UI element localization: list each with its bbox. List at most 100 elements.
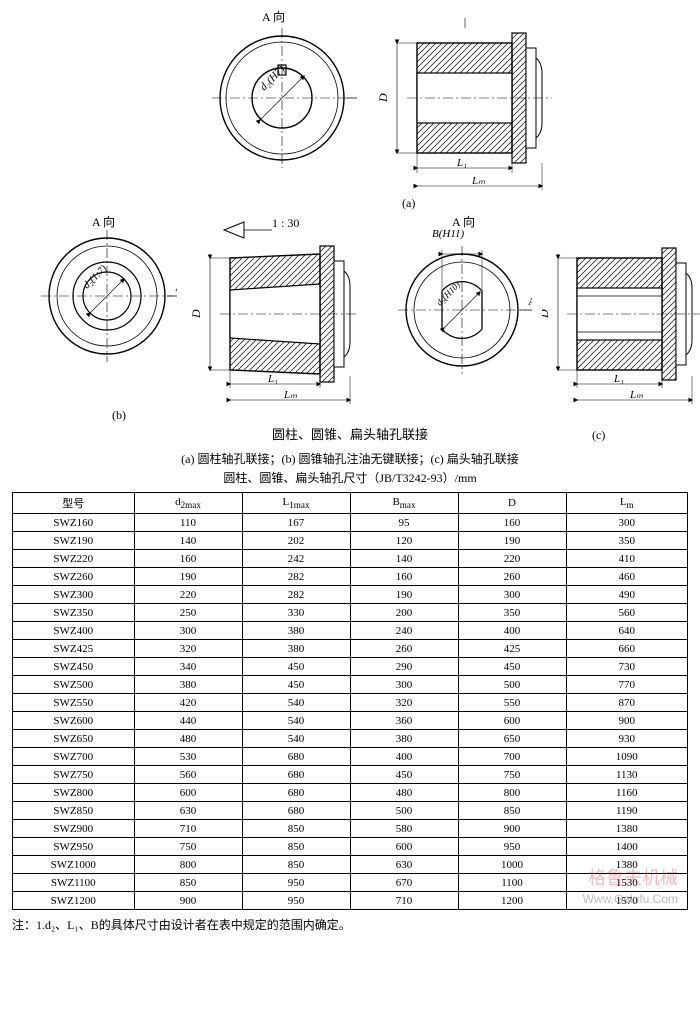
table-cell: 260 <box>458 568 566 586</box>
table-cell: 410 <box>566 550 688 568</box>
dimension-table: 型号d2maxL1maxBmaxDLm SWZ16011016795160300… <box>12 492 688 910</box>
table-cell: SWZ190 <box>13 532 135 550</box>
table-cell: SWZ1200 <box>13 892 135 910</box>
table-row: SWZ220160242140220410 <box>13 550 688 568</box>
table-cell: 190 <box>458 532 566 550</box>
front-view-a: d₂(H7) A <box>207 23 357 173</box>
col-header: Bmax <box>350 493 458 514</box>
table-cell: 770 <box>566 676 688 694</box>
table-row: SWZ9007108505809001380 <box>13 820 688 838</box>
table-row: SWZ650480540380650930 <box>13 730 688 748</box>
table-cell: 330 <box>242 604 350 622</box>
col-header: d2max <box>134 493 242 514</box>
table-cell: 1090 <box>566 748 688 766</box>
taper-ratio: 1 : 30 <box>272 216 299 231</box>
table-cell: 730 <box>566 658 688 676</box>
svg-text:A: A <box>528 296 532 308</box>
table-cell: 340 <box>134 658 242 676</box>
col-header: L1max <box>242 493 350 514</box>
svg-text:d₂(H7): d₂(H7) <box>258 63 288 93</box>
table-cell: SWZ300 <box>13 586 135 604</box>
table-cell: 242 <box>242 550 350 568</box>
table-cell: SWZ800 <box>13 784 135 802</box>
table-cell: 360 <box>350 712 458 730</box>
side-view-b: D L₁ Lₘ <box>192 236 382 411</box>
table-cell: SWZ550 <box>13 694 135 712</box>
svg-text:D: D <box>377 93 390 103</box>
table-cell: 630 <box>350 856 458 874</box>
table-cell: 95 <box>350 514 458 532</box>
svg-text:L₁: L₁ <box>456 157 467 169</box>
table-cell: 750 <box>458 766 566 784</box>
table-cell: 670 <box>350 874 458 892</box>
table-cell: 850 <box>134 874 242 892</box>
table-cell: 160 <box>350 568 458 586</box>
table-cell: 900 <box>134 892 242 910</box>
table-row: SWZ8006006804808001160 <box>13 784 688 802</box>
table-cell: 950 <box>242 874 350 892</box>
table-cell: 282 <box>242 568 350 586</box>
table-row: SWZ7005306804007001090 <box>13 748 688 766</box>
table-cell: 450 <box>242 676 350 694</box>
table-cell: 250 <box>134 604 242 622</box>
table-cell: 110 <box>134 514 242 532</box>
table-cell: 300 <box>458 586 566 604</box>
table-cell: 1130 <box>566 766 688 784</box>
table-cell: 850 <box>242 838 350 856</box>
table-cell: 560 <box>134 766 242 784</box>
table-cell: 1190 <box>566 802 688 820</box>
table-row: SWZ400300380240400640 <box>13 622 688 640</box>
table-cell: 900 <box>458 820 566 838</box>
table-cell: 380 <box>134 676 242 694</box>
table-cell: 190 <box>134 568 242 586</box>
table-cell: 460 <box>566 568 688 586</box>
table-cell: SWZ700 <box>13 748 135 766</box>
table-cell: 220 <box>134 586 242 604</box>
table-cell: 550 <box>458 694 566 712</box>
table-cell: 680 <box>242 748 350 766</box>
table-cell: 160 <box>134 550 242 568</box>
table-row: SWZ120090095071012001570 <box>13 892 688 910</box>
table-cell: 380 <box>242 640 350 658</box>
table-cell: 800 <box>458 784 566 802</box>
footnote: 注：1.d₂、L₁、B的具体尺寸由设计者在表中规定的范围内确定。 <box>12 916 688 933</box>
table-cell: 450 <box>458 658 566 676</box>
sub-label-a: (a) <box>402 196 415 211</box>
table-cell: 1200 <box>458 892 566 910</box>
table-cell: 380 <box>350 730 458 748</box>
table-cell: 680 <box>242 766 350 784</box>
table-row: SWZ300220282190300490 <box>13 586 688 604</box>
svg-text:D: D <box>542 309 551 319</box>
table-cell: 950 <box>458 838 566 856</box>
table-cell: 1380 <box>566 820 688 838</box>
table-row: SWZ425320380260425660 <box>13 640 688 658</box>
svg-text:Lₘ: Lₘ <box>471 175 485 187</box>
table-cell: 290 <box>350 658 458 676</box>
table-row: SWZ8506306805008501190 <box>13 802 688 820</box>
diagram-caption: (a) 圆柱轴孔联接；(b) 圆锥轴孔注油无键联接；(c) 扁头轴孔联接 <box>12 450 688 467</box>
diagram-area: A 向 d₂(H7 <box>12 8 688 448</box>
table-cell: 1400 <box>566 838 688 856</box>
table-row: SWZ600440540360600900 <box>13 712 688 730</box>
front-view-b: d₂(1:7) A <box>37 226 177 366</box>
table-title: 圆柱、圆锥、扁头轴孔尺寸（JB/T3242-93）/mm <box>12 469 688 486</box>
svg-text:L₁: L₁ <box>613 373 624 385</box>
table-cell: 600 <box>350 838 458 856</box>
col-header: D <box>458 493 566 514</box>
svg-text:d₂(H10): d₂(H10) <box>434 280 462 308</box>
table-cell: SWZ1100 <box>13 874 135 892</box>
svg-text:Lₘ: Lₘ <box>283 389 297 401</box>
table-row: SWZ350250330200350560 <box>13 604 688 622</box>
table-cell: 380 <box>242 622 350 640</box>
table-cell: 1380 <box>566 856 688 874</box>
table-cell: 220 <box>458 550 566 568</box>
table-cell: 120 <box>350 532 458 550</box>
table-cell: 160 <box>458 514 566 532</box>
table-cell: 700 <box>458 748 566 766</box>
diagram-title: 圆柱、圆锥、扁头轴孔联接 <box>12 424 688 443</box>
table-cell: 480 <box>134 730 242 748</box>
table-cell: 530 <box>134 748 242 766</box>
table-cell: 1000 <box>458 856 566 874</box>
col-header: 型号 <box>13 493 135 514</box>
table-cell: 1100 <box>458 874 566 892</box>
